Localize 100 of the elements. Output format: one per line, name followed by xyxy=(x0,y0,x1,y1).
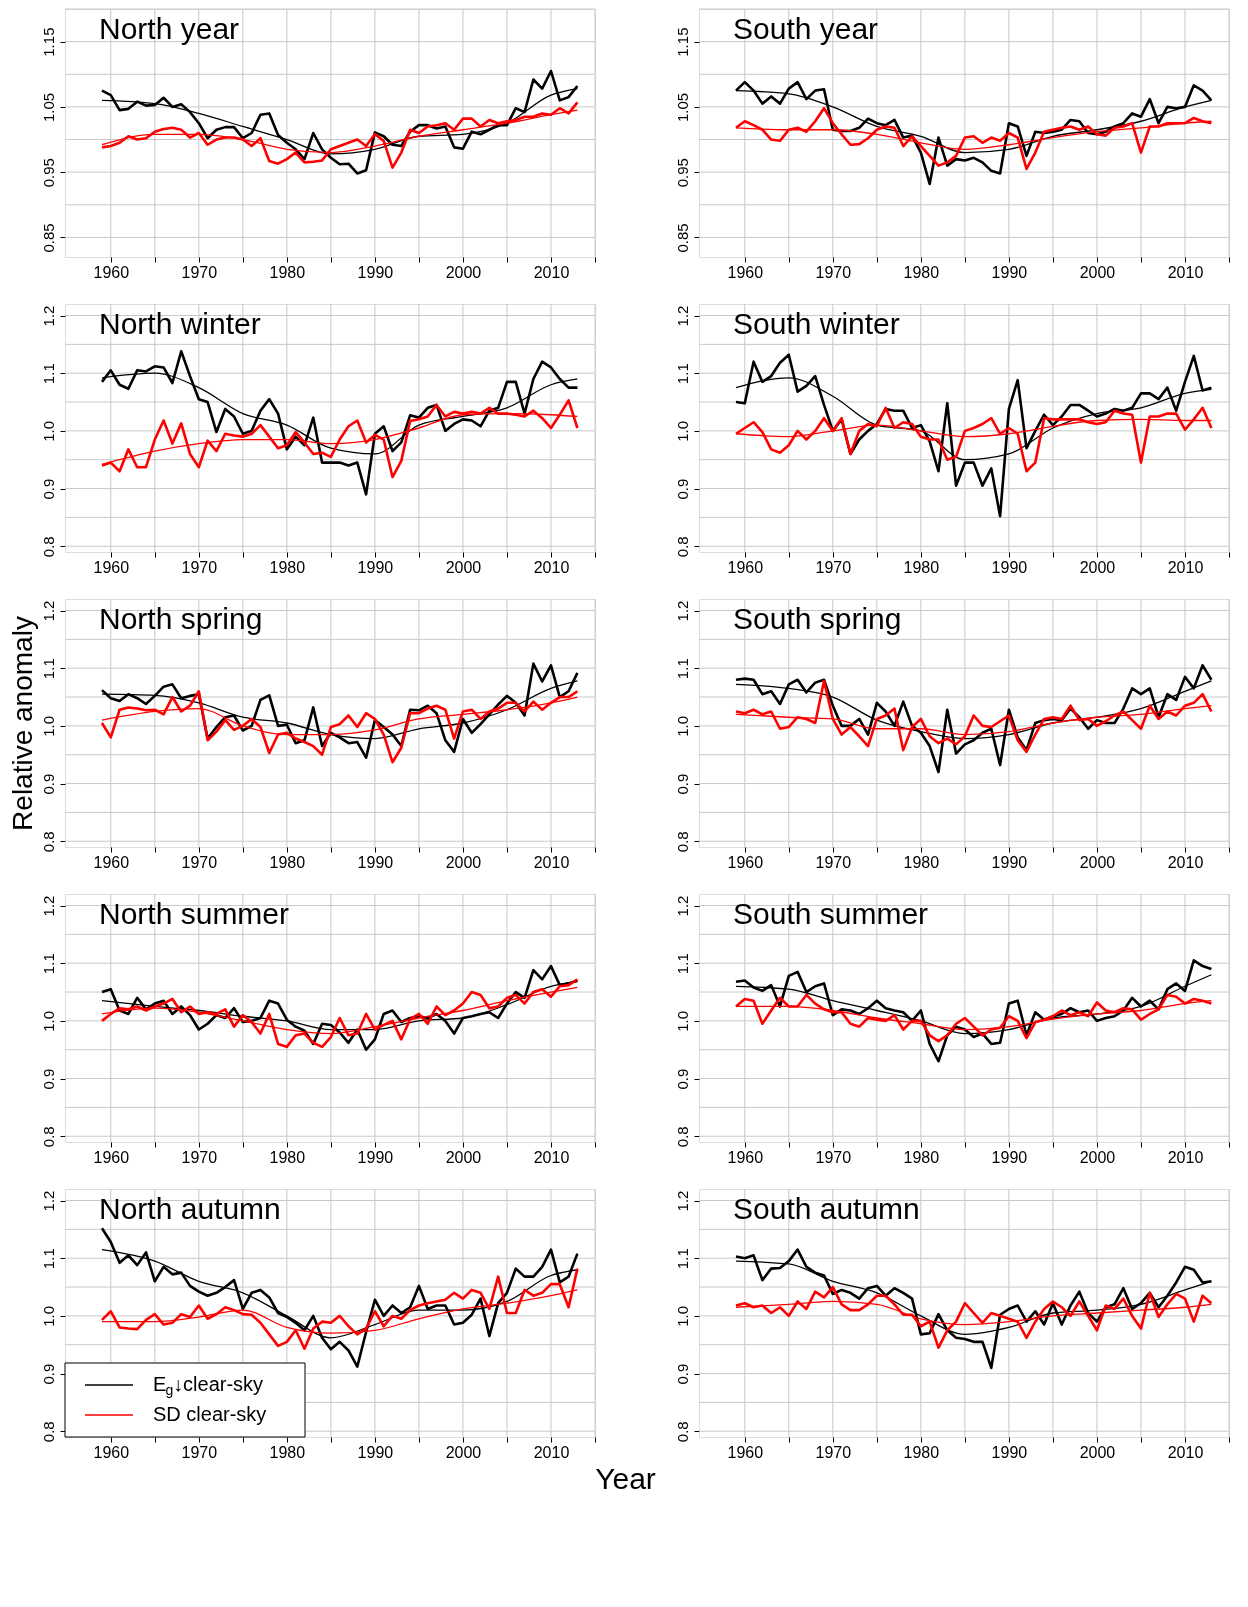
y-tick-label: 0.8 xyxy=(673,1126,691,1148)
y-tick-label: 1.0 xyxy=(39,715,57,737)
x-tick-label: 1980 xyxy=(903,263,940,281)
x-tick-label: 1970 xyxy=(815,558,852,576)
y-tick-label: 1.2 xyxy=(673,305,691,327)
y-tick-label: 1.2 xyxy=(39,600,57,622)
x-tick-label: 2010 xyxy=(1167,1148,1204,1166)
x-tick-label: 1980 xyxy=(269,558,306,576)
y-tick-label: 0.9 xyxy=(39,1068,57,1090)
x-tick-label: 2000 xyxy=(1079,1443,1116,1461)
y-tick-label: 0.9 xyxy=(673,1363,691,1385)
chart-title: South spring xyxy=(733,602,902,635)
y-tick-label: 1.0 xyxy=(673,420,691,442)
y-tick-label: 0.85 xyxy=(673,223,691,253)
y-tick-label: 0.9 xyxy=(39,478,57,500)
x-tick-label: 1990 xyxy=(357,1443,394,1461)
x-tick-label: 2010 xyxy=(533,558,570,576)
y-tick-label: 1.0 xyxy=(39,1305,57,1327)
chart-title: South year xyxy=(733,12,879,45)
y-tick-label: 1.1 xyxy=(39,1248,57,1270)
y-tick-label: 0.8 xyxy=(39,1421,57,1443)
x-tick-label: 1960 xyxy=(727,853,764,871)
x-tick-label: 1970 xyxy=(181,1148,218,1166)
y-tick-label: 0.8 xyxy=(39,831,57,853)
y-tick-label: 1.0 xyxy=(673,1305,691,1327)
x-tick-label: 1990 xyxy=(991,853,1028,871)
y-tick-label: 0.95 xyxy=(39,158,57,188)
y-tick-label: 1.05 xyxy=(673,92,691,122)
x-tick-label: 1990 xyxy=(991,1443,1028,1461)
y-tick-label: 1.0 xyxy=(673,715,691,737)
y-tick-label: 0.9 xyxy=(39,1363,57,1385)
x-tick-label: 1980 xyxy=(903,853,940,871)
x-tick-label: 2000 xyxy=(445,263,482,281)
y-tick-label: 1.1 xyxy=(39,658,57,680)
x-tick-label: 1960 xyxy=(93,853,130,871)
x-tick-label: 1980 xyxy=(269,1443,306,1461)
y-tick-label: 1.1 xyxy=(39,953,57,975)
y-tick-label: 1.0 xyxy=(39,1010,57,1032)
x-tick-label: 1980 xyxy=(269,1148,306,1166)
x-tick-label: 1970 xyxy=(815,1148,852,1166)
x-tick-label: 2010 xyxy=(533,263,570,281)
x-tick-label: 2010 xyxy=(533,853,570,871)
x-tick-label: 1990 xyxy=(357,1148,394,1166)
y-tick-label: 1.1 xyxy=(673,363,691,385)
x-tick-label: 1960 xyxy=(93,1443,130,1461)
chart-title: North year xyxy=(99,12,240,45)
y-tick-label: 1.1 xyxy=(673,1248,691,1270)
y-tick-label: 0.8 xyxy=(673,831,691,853)
x-tick-label: 1990 xyxy=(991,558,1028,576)
x-tick-label: 2010 xyxy=(533,1148,570,1166)
y-axis-title: Relative anomaly xyxy=(6,616,38,831)
y-tick-label: 0.9 xyxy=(39,773,57,795)
x-tick-label: 1990 xyxy=(357,558,394,576)
y-tick-label: 0.9 xyxy=(673,1068,691,1090)
y-tick-label: 1.0 xyxy=(673,1010,691,1032)
y-tick-label: 0.8 xyxy=(39,536,57,558)
x-tick-label: 1960 xyxy=(727,558,764,576)
y-tick-label: 1.05 xyxy=(39,92,57,122)
x-tick-label: 1990 xyxy=(991,263,1028,281)
y-tick-label: 1.2 xyxy=(673,895,691,917)
y-tick-label: 1.2 xyxy=(39,1190,57,1212)
x-tick-label: 1980 xyxy=(903,558,940,576)
y-tick-label: 1.2 xyxy=(673,600,691,622)
x-tick-label: 1960 xyxy=(93,558,130,576)
y-tick-label: 0.9 xyxy=(673,478,691,500)
x-tick-label: 2000 xyxy=(445,1443,482,1461)
chart-title: South autumn xyxy=(733,1192,920,1225)
x-tick-label: 2010 xyxy=(1167,1443,1204,1461)
x-tick-label: 1970 xyxy=(181,1443,218,1461)
y-tick-label: 0.95 xyxy=(673,158,691,188)
y-tick-label: 1.2 xyxy=(673,1190,691,1212)
x-tick-label: 1960 xyxy=(93,263,130,281)
x-tick-label: 2010 xyxy=(1167,263,1204,281)
chart-title: North spring xyxy=(99,602,263,635)
y-tick-label: 1.0 xyxy=(39,420,57,442)
y-tick-label: 1.15 xyxy=(673,27,691,57)
x-tick-label: 2000 xyxy=(1079,1148,1116,1166)
x-tick-label: 2010 xyxy=(533,1443,570,1461)
x-tick-label: 1970 xyxy=(815,1443,852,1461)
x-tick-label: 2000 xyxy=(1079,263,1116,281)
x-tick-label: 1970 xyxy=(181,558,218,576)
chart-title: North summer xyxy=(99,897,290,930)
x-tick-label: 2000 xyxy=(445,558,482,576)
legend-label: SD clear-sky xyxy=(153,1403,267,1425)
x-tick-label: 1980 xyxy=(269,263,306,281)
y-tick-label: 1.15 xyxy=(39,27,57,57)
y-tick-label: 1.2 xyxy=(39,305,57,327)
x-tick-label: 1980 xyxy=(903,1148,940,1166)
y-tick-label: 0.8 xyxy=(39,1126,57,1148)
chart-title: South winter xyxy=(733,307,900,340)
y-tick-label: 1.1 xyxy=(39,363,57,385)
chart-title: South summer xyxy=(733,897,929,930)
x-tick-label: 1970 xyxy=(815,853,852,871)
x-tick-label: 1970 xyxy=(181,263,218,281)
y-tick-label: 0.8 xyxy=(673,1421,691,1443)
x-tick-label: 1990 xyxy=(357,263,394,281)
x-tick-label: 1970 xyxy=(181,853,218,871)
x-axis-title: Year xyxy=(595,1461,656,1495)
x-tick-label: 1990 xyxy=(991,1148,1028,1166)
x-tick-label: 2010 xyxy=(1167,853,1204,871)
